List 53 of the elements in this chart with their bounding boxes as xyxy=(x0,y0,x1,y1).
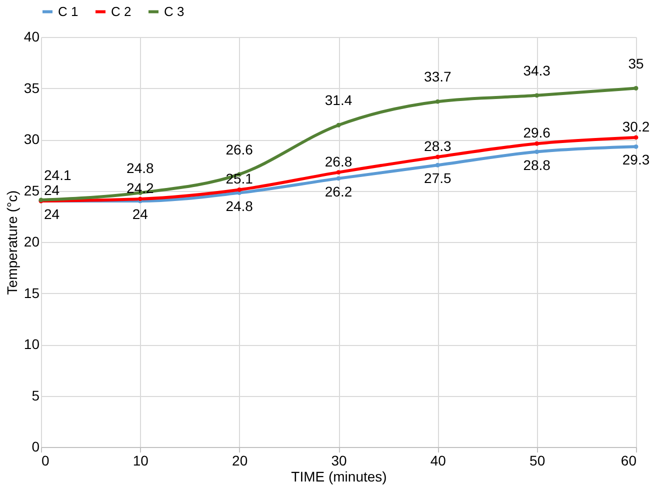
y-tick-label: 15 xyxy=(24,284,40,301)
x-axis-title: TIME (minutes) xyxy=(291,468,387,484)
data-label: 27.5 xyxy=(424,170,452,186)
x-tick-label: 30 xyxy=(331,452,347,468)
point xyxy=(336,176,341,181)
x-tick-label: 40 xyxy=(430,452,446,468)
y-tick-label: 5 xyxy=(32,387,40,404)
point xyxy=(435,99,440,104)
data-label: 29.3 xyxy=(622,152,650,168)
data-label: 33.7 xyxy=(424,68,452,85)
data-label: 24.8 xyxy=(126,160,154,176)
data-label: 34.3 xyxy=(523,62,551,78)
data-label: 26.2 xyxy=(324,183,352,200)
y-tick-label: 20 xyxy=(24,234,40,250)
point xyxy=(634,135,638,140)
legend-label: C 2 xyxy=(111,4,132,19)
data-label: 30.2 xyxy=(622,118,650,134)
x-tick-label: 10 xyxy=(132,452,149,468)
data-label: 26.6 xyxy=(226,141,254,158)
point xyxy=(534,141,540,146)
point xyxy=(435,162,440,168)
data-label: 25.1 xyxy=(226,170,254,187)
y-tick-label: 35 xyxy=(24,80,40,96)
x-tick-label: 50 xyxy=(530,452,546,468)
point xyxy=(336,122,341,128)
legend-label: C 3 xyxy=(164,4,184,19)
data-label: 24.1 xyxy=(44,166,72,183)
point xyxy=(237,187,242,192)
data-label: 24 xyxy=(44,206,60,222)
point xyxy=(634,86,638,90)
data-label: 24 xyxy=(132,206,148,222)
data-label: 29.6 xyxy=(523,124,551,141)
point xyxy=(534,93,540,98)
y-tick-label: 40 xyxy=(24,28,40,44)
data-label: 26.8 xyxy=(324,153,352,170)
y-tick-label: 0 xyxy=(32,438,40,454)
data-label: 35 xyxy=(628,55,644,72)
point xyxy=(534,150,540,154)
point xyxy=(634,144,638,149)
y-tick-label: 25 xyxy=(24,182,40,198)
data-label: 31.4 xyxy=(324,92,352,108)
point xyxy=(336,170,341,175)
point xyxy=(435,154,440,160)
y-axis-title: Temperature (°c) xyxy=(4,190,20,295)
y-tick-label: 10 xyxy=(24,336,40,352)
data-label: 28.3 xyxy=(424,138,452,154)
legend-label: C 1 xyxy=(58,4,78,19)
y-tick-label: 30 xyxy=(24,131,40,147)
data-label: 24 xyxy=(44,182,60,198)
x-tick-label: 20 xyxy=(232,452,248,468)
x-tick-label: 60 xyxy=(620,452,637,468)
data-label: 28.8 xyxy=(523,156,551,173)
data-label: 24.8 xyxy=(226,198,254,214)
